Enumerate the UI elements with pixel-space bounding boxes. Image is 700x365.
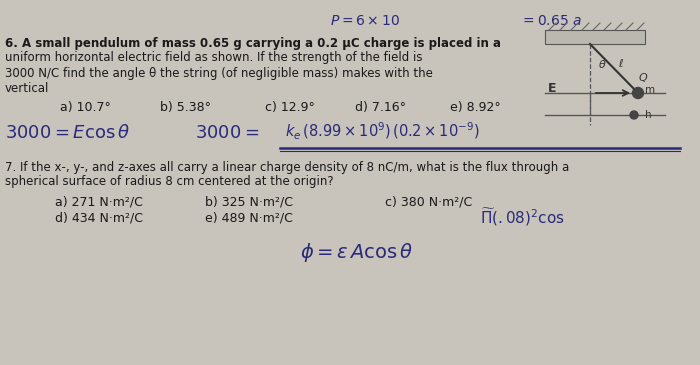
Text: 7. If the x-, y-, and z-axes all carry a linear charge density of 8 nC/m, what i: 7. If the x-, y-, and z-axes all carry a… [5,161,569,174]
Text: 6. A small pendulum of mass 0.65 g carrying a 0.2 μC charge is placed in a: 6. A small pendulum of mass 0.65 g carry… [5,36,501,50]
Text: uniform horizontal electric field as shown. If the strength of the field is: uniform horizontal electric field as sho… [5,51,423,65]
Text: 3000 N/C find the angle θ the string (of negligible mass) makes with the: 3000 N/C find the angle θ the string (of… [5,66,433,80]
Text: E: E [548,82,556,96]
Text: b) 325 N·m²/C: b) 325 N·m²/C [205,196,293,208]
Text: d) 434 N·m²/C: d) 434 N·m²/C [55,211,143,224]
Text: c) 380 N·m²/C: c) 380 N·m²/C [385,196,473,208]
Text: vertical: vertical [5,81,50,95]
Text: $3000 =$: $3000 =$ [195,124,260,142]
Text: spherical surface of radius 8 cm centered at the origin?: spherical surface of radius 8 cm centere… [5,176,334,188]
Circle shape [630,111,638,119]
Circle shape [633,88,643,99]
Text: e) 489 N·m²/C: e) 489 N·m²/C [205,211,293,224]
Text: a) 10.7°: a) 10.7° [60,100,111,114]
Text: $\phi = \varepsilon\,A\cos\theta$: $\phi = \varepsilon\,A\cos\theta$ [300,242,414,265]
Text: $\widetilde{\Pi}(.08)^2\cos$: $\widetilde{\Pi}(.08)^2\cos$ [480,206,565,228]
Text: $P = 6\times10$: $P = 6\times10$ [330,14,400,28]
Bar [545,30,645,44]
Text: $Q$: $Q$ [638,70,648,84]
Text: $\ell$: $\ell$ [618,57,624,69]
Text: $3000 = E\cos\theta$: $3000 = E\cos\theta$ [5,124,130,142]
Text: b) 5.38°: b) 5.38° [160,100,211,114]
Text: h: h [645,110,652,120]
Text: $\theta$: $\theta$ [598,58,607,70]
Text: $k_e\,(8.99\times10^9)\,(0.2\times10^{-9})$: $k_e\,(8.99\times10^9)\,(0.2\times10^{-9… [285,120,480,142]
Text: e) 8.92°: e) 8.92° [450,100,500,114]
Text: a) 271 N·m²/C: a) 271 N·m²/C [55,196,143,208]
Text: c) 12.9°: c) 12.9° [265,100,315,114]
Text: d) 7.16°: d) 7.16° [355,100,406,114]
Text: $= 0.65\ a$: $= 0.65\ a$ [520,14,582,28]
Text: m: m [645,85,655,95]
